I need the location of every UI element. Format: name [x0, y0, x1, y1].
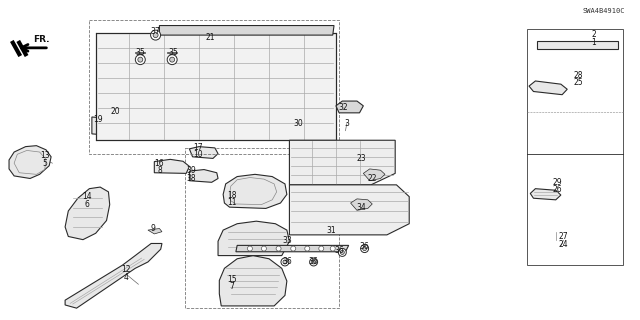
Polygon shape: [189, 170, 218, 182]
Polygon shape: [529, 81, 567, 95]
Text: 12: 12: [121, 265, 131, 275]
Text: 11: 11: [227, 198, 237, 207]
Polygon shape: [92, 117, 193, 140]
Text: 37: 37: [151, 28, 161, 36]
Text: 21: 21: [205, 33, 215, 42]
Polygon shape: [96, 33, 336, 140]
Text: 34: 34: [356, 203, 366, 212]
Circle shape: [135, 55, 145, 65]
Text: 13: 13: [40, 151, 49, 160]
Text: 28: 28: [573, 71, 583, 80]
Text: FR.: FR.: [33, 35, 49, 44]
Polygon shape: [223, 174, 287, 208]
Circle shape: [340, 251, 344, 254]
Text: 15: 15: [227, 275, 237, 284]
Text: 14: 14: [83, 192, 92, 202]
Text: 35: 35: [136, 48, 145, 58]
Text: 39: 39: [186, 166, 196, 175]
Polygon shape: [531, 189, 561, 200]
Circle shape: [167, 55, 177, 65]
Circle shape: [291, 246, 296, 251]
Text: 18: 18: [227, 190, 237, 200]
Polygon shape: [289, 140, 395, 185]
Circle shape: [150, 30, 161, 40]
Text: 33: 33: [282, 236, 292, 245]
Polygon shape: [65, 187, 109, 240]
Text: 36: 36: [282, 257, 292, 266]
Polygon shape: [289, 185, 409, 235]
Text: 36: 36: [308, 257, 319, 266]
Circle shape: [261, 246, 266, 251]
Circle shape: [363, 247, 367, 251]
Polygon shape: [154, 159, 189, 173]
Text: 8: 8: [157, 166, 162, 175]
Text: 25: 25: [573, 78, 583, 87]
Text: 19: 19: [93, 115, 103, 124]
Polygon shape: [336, 101, 364, 113]
Circle shape: [339, 248, 346, 256]
Text: 32: 32: [338, 103, 348, 112]
Text: 29: 29: [552, 178, 562, 187]
Circle shape: [330, 246, 335, 251]
Circle shape: [319, 246, 324, 251]
Text: 38: 38: [186, 174, 196, 183]
Text: 23: 23: [356, 154, 366, 163]
Polygon shape: [220, 256, 287, 306]
Polygon shape: [537, 42, 618, 49]
Text: 30: 30: [294, 119, 303, 128]
Circle shape: [312, 260, 316, 264]
Text: 24: 24: [559, 240, 568, 249]
Circle shape: [153, 33, 158, 37]
Circle shape: [170, 57, 175, 62]
Text: 27: 27: [559, 232, 568, 241]
Polygon shape: [159, 26, 334, 35]
Polygon shape: [351, 199, 372, 210]
Text: 17: 17: [193, 143, 202, 152]
Polygon shape: [218, 221, 289, 256]
Polygon shape: [148, 228, 162, 234]
Text: 35: 35: [168, 48, 179, 58]
Polygon shape: [364, 169, 385, 181]
Polygon shape: [236, 245, 349, 252]
Text: 16: 16: [155, 159, 164, 168]
Circle shape: [360, 244, 369, 252]
Circle shape: [248, 246, 252, 251]
Text: 6: 6: [85, 200, 90, 209]
Text: 26: 26: [552, 186, 562, 195]
Text: 1: 1: [591, 38, 596, 47]
Circle shape: [138, 57, 143, 62]
Text: 20: 20: [110, 107, 120, 116]
Text: 5: 5: [42, 159, 47, 168]
Text: 36: 36: [360, 242, 369, 251]
Text: 36: 36: [334, 246, 344, 255]
Circle shape: [305, 246, 310, 251]
Text: 9: 9: [150, 224, 156, 233]
Circle shape: [276, 246, 281, 251]
Polygon shape: [65, 244, 162, 308]
Text: SWA4B4910C: SWA4B4910C: [582, 8, 625, 14]
Text: 31: 31: [326, 226, 336, 235]
Polygon shape: [9, 146, 51, 179]
Text: 2: 2: [591, 30, 596, 39]
Circle shape: [283, 260, 287, 264]
Circle shape: [281, 258, 289, 266]
Text: 3: 3: [344, 119, 349, 128]
Text: 7: 7: [230, 282, 234, 291]
Text: 22: 22: [367, 174, 377, 183]
Text: 10: 10: [193, 150, 202, 159]
Polygon shape: [189, 147, 218, 158]
Text: 4: 4: [124, 273, 128, 282]
Circle shape: [310, 258, 317, 266]
